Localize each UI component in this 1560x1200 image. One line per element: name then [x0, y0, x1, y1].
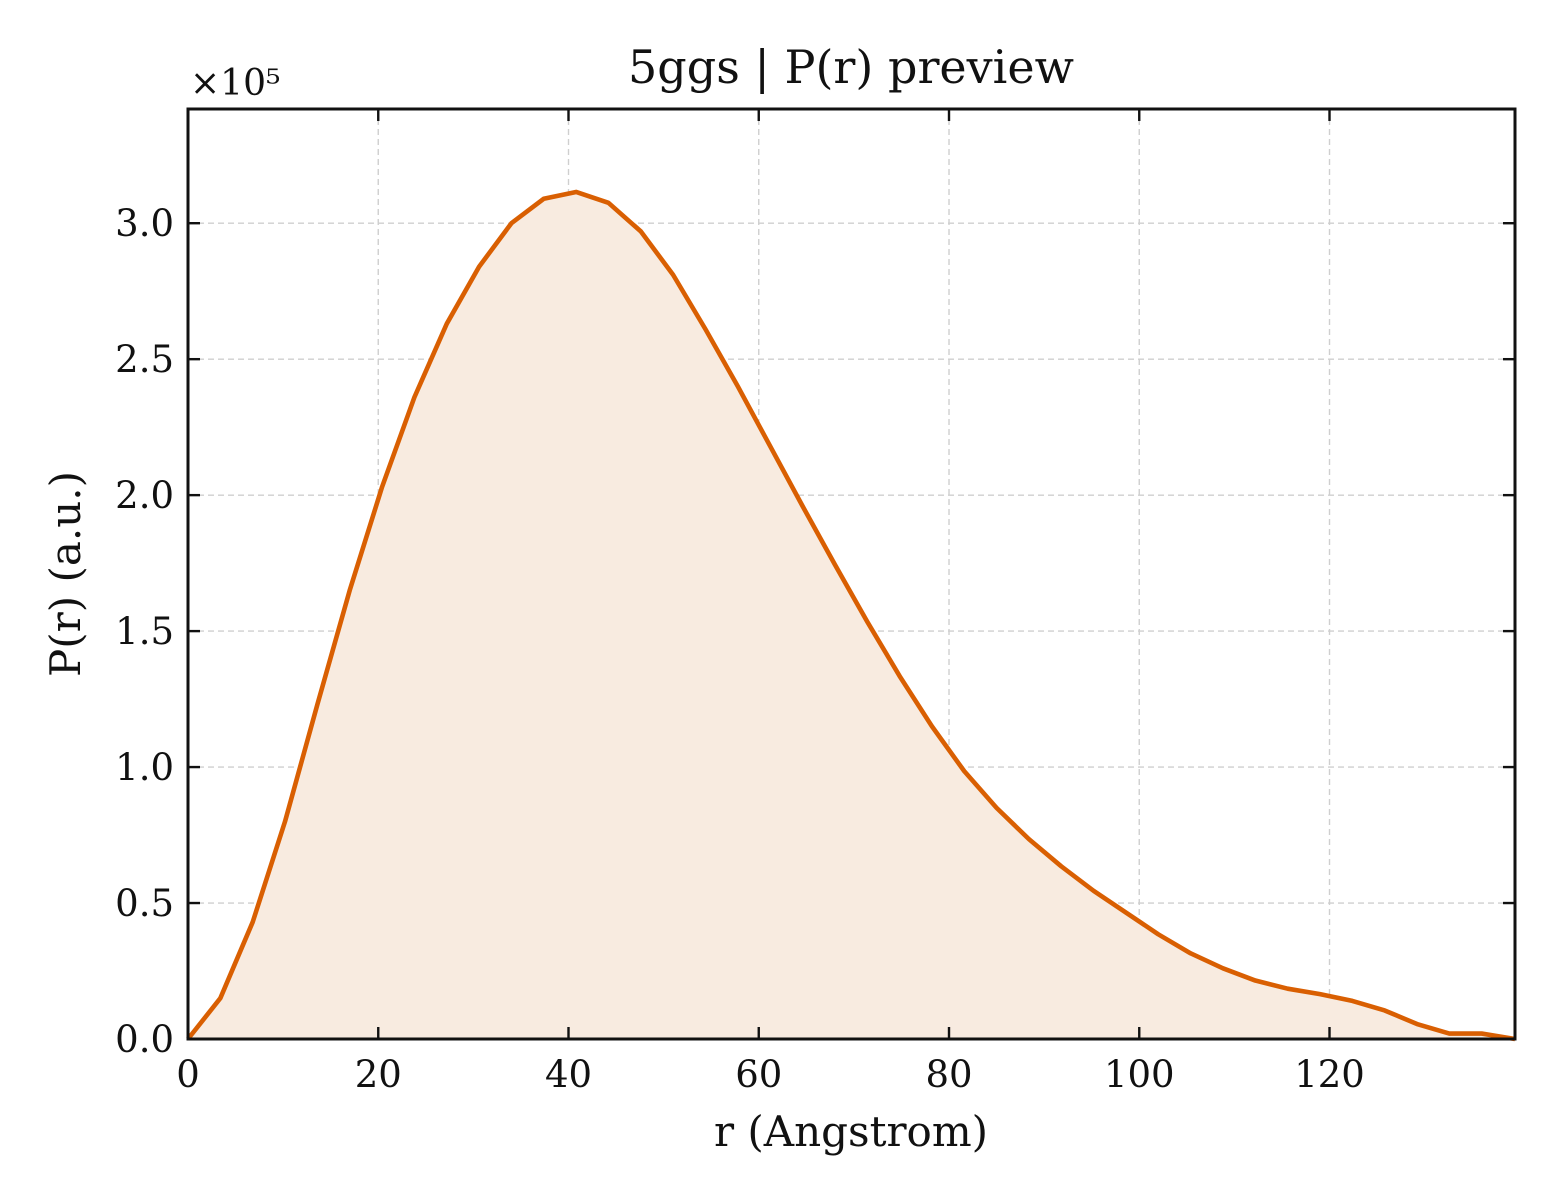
- x-tick-label: 60: [735, 1053, 782, 1096]
- y-tick-label: 1.5: [115, 610, 174, 653]
- x-axis-label: r (Angstrom): [714, 1107, 988, 1156]
- pr-area-fill: [188, 191, 1515, 1039]
- chart-title: 5ggs | P(r) preview: [628, 40, 1074, 94]
- y-tick-label: 0.0: [115, 1018, 174, 1061]
- y-tick-label: 0.5: [115, 882, 174, 925]
- pr-curve: [186, 189, 1516, 1042]
- x-tick-label: 40: [545, 1053, 592, 1096]
- y-axis-multiplier: ×10⁵: [190, 63, 280, 104]
- x-tick-label: 80: [925, 1053, 972, 1096]
- y-axis-label: P(r) (a.u.): [41, 471, 90, 677]
- y-tick-label: 1.0: [115, 746, 174, 789]
- x-tick-label: 120: [1294, 1053, 1365, 1096]
- axis-ticks: 0 20 40 60 80 100 120 0.0 0.5 1.0 1.5 2.0 2.5 3.0: [115, 109, 1515, 1096]
- y-tick-label: 3.0: [115, 202, 174, 245]
- plot-frame: [186, 107, 1517, 1041]
- y-tick-label: 2.0: [115, 474, 174, 517]
- x-tick-label: 20: [355, 1053, 402, 1096]
- y-tick-label: 2.5: [115, 338, 174, 381]
- x-tick-label: 100: [1104, 1053, 1175, 1096]
- x-tick-label: 0: [176, 1053, 200, 1096]
